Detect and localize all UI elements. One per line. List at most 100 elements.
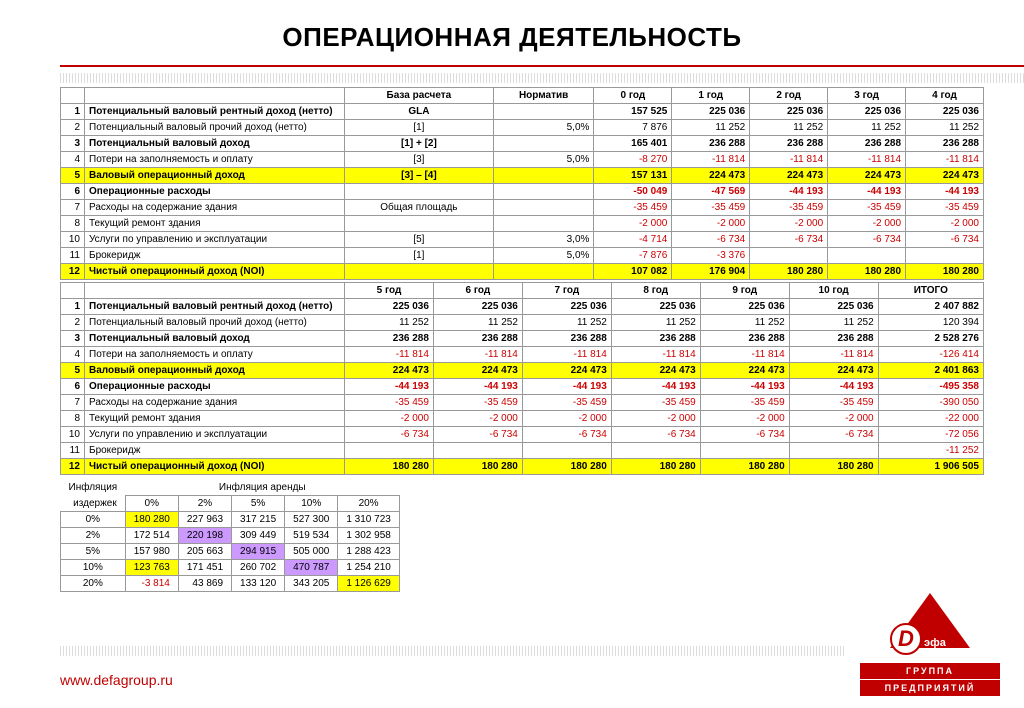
cell: 180 280 <box>433 459 522 475</box>
cell: -44 193 <box>828 184 906 200</box>
cell: 236 288 <box>611 331 700 347</box>
cell: 225 036 <box>700 299 789 315</box>
cell: -35 459 <box>345 395 434 411</box>
cell: 224 473 <box>700 363 789 379</box>
col-header: 2 год <box>750 88 828 104</box>
cell: GLA <box>345 104 494 120</box>
cell <box>345 443 434 459</box>
sens-row-hdr: 5% <box>61 544 126 560</box>
cell: -2 000 <box>672 216 750 232</box>
row-index: 8 <box>61 411 85 427</box>
cell: 225 036 <box>345 299 434 315</box>
row-label: Чистый операционный доход (NOI) <box>85 264 345 280</box>
sens-cell: 205 663 <box>178 544 231 560</box>
sens-col: 10% <box>285 496 338 512</box>
row-index: 11 <box>61 248 85 264</box>
cell: -35 459 <box>750 200 828 216</box>
cell: 224 473 <box>789 363 878 379</box>
cell: 176 904 <box>672 264 750 280</box>
row-index: 1 <box>61 299 85 315</box>
cell: -11 252 <box>878 443 983 459</box>
logo-letter: D <box>890 623 922 655</box>
sens-col: 2% <box>178 496 231 512</box>
row-index: 3 <box>61 136 85 152</box>
sens-cell: 343 205 <box>285 576 338 592</box>
footer-url: www.defagroup.ru <box>60 672 173 688</box>
sens-left-hdr: Инфляция <box>61 480 126 496</box>
cell: 224 473 <box>522 363 611 379</box>
cell <box>828 248 906 264</box>
cell: -6 734 <box>611 427 700 443</box>
row-index: 2 <box>61 315 85 331</box>
cell: 5,0% <box>493 248 594 264</box>
cell: 236 288 <box>700 331 789 347</box>
cell <box>700 443 789 459</box>
col-header: Норматив <box>493 88 594 104</box>
cell: -11 814 <box>522 347 611 363</box>
table-row: 5Валовый операционный доход[3] – [4]157 … <box>61 168 984 184</box>
cell <box>433 443 522 459</box>
cell: -11 814 <box>433 347 522 363</box>
row-label: Операционные расходы <box>85 184 345 200</box>
cell: 2 401 863 <box>878 363 983 379</box>
cell: 157 131 <box>594 168 672 184</box>
cell: -3 376 <box>672 248 750 264</box>
cell: 11 252 <box>906 120 984 136</box>
cell: 11 252 <box>828 120 906 136</box>
cell: 11 252 <box>789 315 878 331</box>
cell: -2 000 <box>906 216 984 232</box>
sens-cell: -3 814 <box>125 576 178 592</box>
row-label: Валовый операционный доход <box>85 168 345 184</box>
cell: 225 036 <box>906 104 984 120</box>
cell: -44 193 <box>750 184 828 200</box>
row-index: 3 <box>61 331 85 347</box>
table-row: 4Потери на заполняемость и оплату-11 814… <box>61 347 984 363</box>
sens-cell: 1 126 629 <box>338 576 400 592</box>
cell: [1] <box>345 120 494 136</box>
row-label: Брокеридж <box>85 443 345 459</box>
operations-table-1: База расчетаНорматив0 год1 год2 год3 год… <box>60 87 984 280</box>
cell: -35 459 <box>700 395 789 411</box>
cell: -495 358 <box>878 379 983 395</box>
cell <box>345 184 494 200</box>
sens-cell: 505 000 <box>285 544 338 560</box>
table-row: 3Потенциальный валовый доход[1] + [2]165… <box>61 136 984 152</box>
col-header: 1 год <box>672 88 750 104</box>
col-header: 9 год <box>700 283 789 299</box>
row-label: Расходы на содержание здания <box>85 200 345 216</box>
row-label: Потенциальный валовый рентный доход (нет… <box>85 104 345 120</box>
row-index: 6 <box>61 184 85 200</box>
sens-cell: 220 198 <box>178 528 231 544</box>
cell: -35 459 <box>789 395 878 411</box>
cell <box>789 443 878 459</box>
sens-cell: 180 280 <box>125 512 178 528</box>
cell <box>493 200 594 216</box>
cell <box>345 216 494 232</box>
sens-cell: 260 702 <box>232 560 285 576</box>
cell: -2 000 <box>433 411 522 427</box>
cell: 3,0% <box>493 232 594 248</box>
cell: 180 280 <box>906 264 984 280</box>
sensitivity-table-area: ИнфляцияИнфляция арендыиздержек0%2%5%10%… <box>60 480 400 592</box>
cell: 224 473 <box>906 168 984 184</box>
cell: 7 876 <box>594 120 672 136</box>
cell <box>493 104 594 120</box>
sens-row-hdr: 2% <box>61 528 126 544</box>
table-row: 12Чистый операционный доход (NOI)107 082… <box>61 264 984 280</box>
page-title: ОПЕРАЦИОННАЯ ДЕЯТЕЛЬНОСТЬ <box>0 0 1024 65</box>
cell: -6 734 <box>828 232 906 248</box>
sens-cell: 1 288 423 <box>338 544 400 560</box>
sens-cell: 133 120 <box>232 576 285 592</box>
sens-cell: 1 302 958 <box>338 528 400 544</box>
cell: -44 193 <box>345 379 434 395</box>
cell: -8 270 <box>594 152 672 168</box>
hatch-pattern <box>60 73 1024 83</box>
sens-col: 5% <box>232 496 285 512</box>
row-label: Услуги по управлению и эксплуатации <box>85 427 345 443</box>
col-header <box>61 88 85 104</box>
cell: 180 280 <box>522 459 611 475</box>
cell <box>750 248 828 264</box>
cell: -4 714 <box>594 232 672 248</box>
sens-cell: 171 451 <box>178 560 231 576</box>
logo: D эфа ГРУППА ПРЕДПРИЯТИЙ <box>860 593 1000 696</box>
